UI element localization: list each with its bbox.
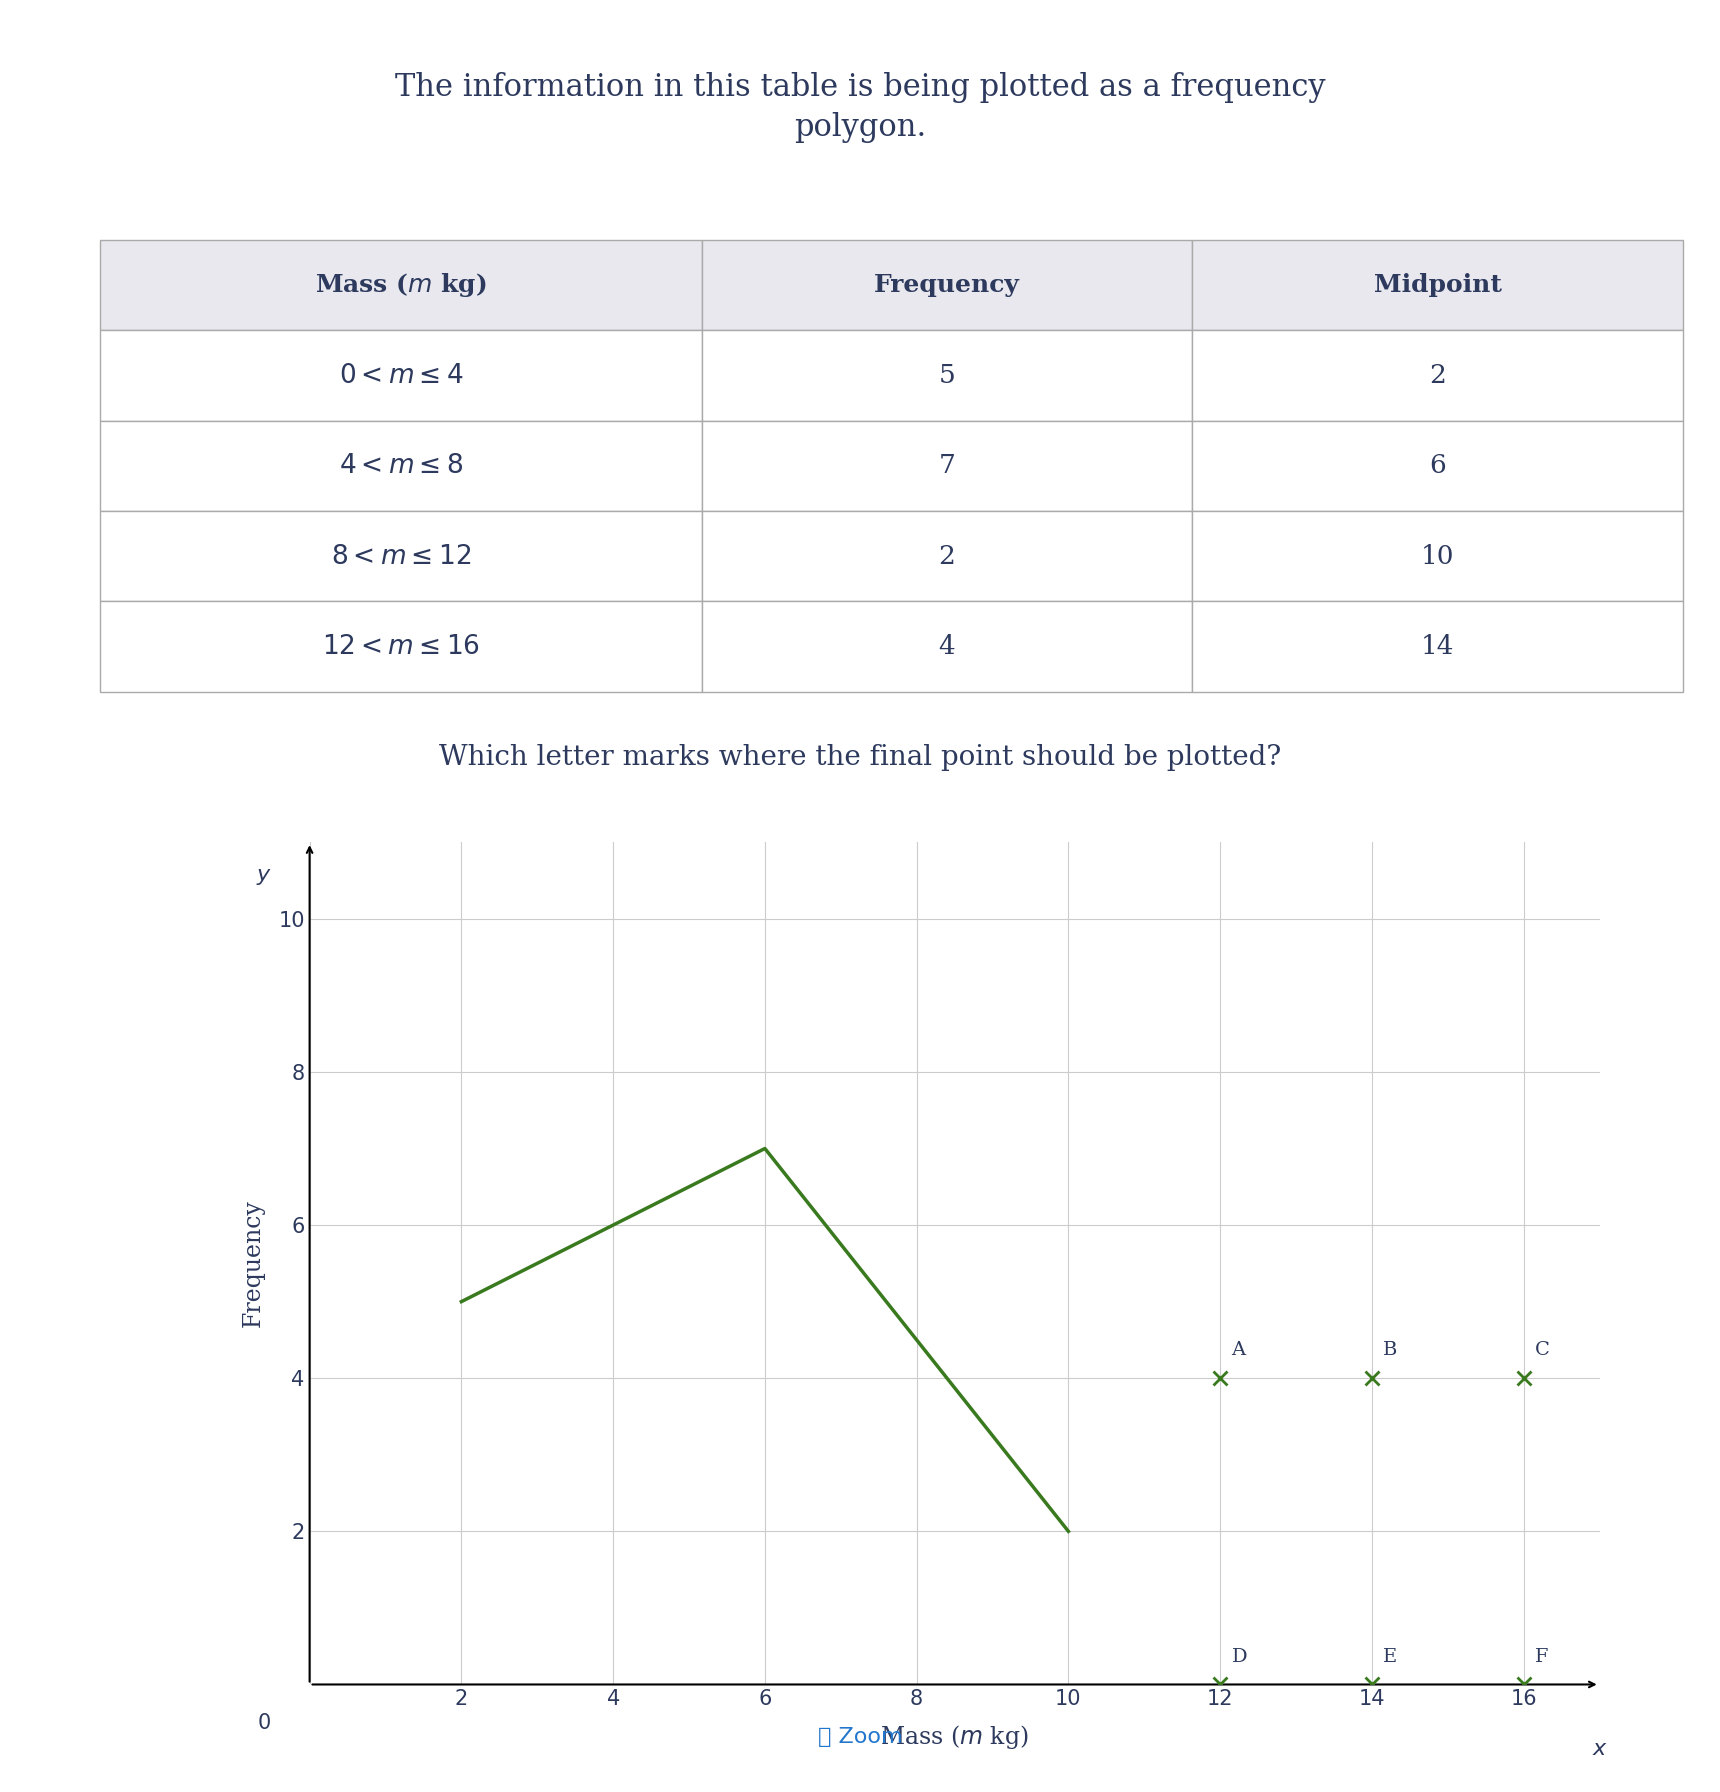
Text: Frequency: Frequency — [874, 274, 1020, 297]
Text: 2: 2 — [1429, 364, 1447, 389]
Bar — [1192, 602, 1682, 692]
Text: F: F — [1534, 1647, 1548, 1665]
Text: 5: 5 — [939, 364, 955, 389]
Bar — [702, 240, 1192, 330]
Text: 0: 0 — [258, 1713, 270, 1733]
Bar — [702, 421, 1192, 511]
Bar — [100, 240, 702, 330]
Bar — [702, 511, 1192, 602]
Text: 2: 2 — [939, 543, 956, 568]
Bar — [100, 602, 702, 692]
Text: $12 < m \leq 16$: $12 < m \leq 16$ — [322, 634, 480, 659]
Text: 7: 7 — [939, 453, 956, 478]
Text: $0 < m \leq 4$: $0 < m \leq 4$ — [339, 364, 463, 389]
Text: Which letter marks where the final point should be plotted?: Which letter marks where the final point… — [439, 744, 1281, 771]
Bar — [1192, 421, 1682, 511]
Text: B: B — [1383, 1340, 1398, 1360]
Text: Midpoint: Midpoint — [1374, 274, 1502, 297]
Text: $x$: $x$ — [1593, 1738, 1608, 1760]
Text: $4 < m \leq 8$: $4 < m \leq 8$ — [339, 453, 463, 478]
X-axis label: Mass ($m$ kg): Mass ($m$ kg) — [881, 1724, 1029, 1751]
Y-axis label: Frequency: Frequency — [241, 1199, 265, 1328]
Bar — [1192, 240, 1682, 330]
Bar — [702, 330, 1192, 421]
Text: The information in this table is being plotted as a frequency
polygon.: The information in this table is being p… — [394, 72, 1326, 143]
Bar — [100, 511, 702, 602]
Bar — [702, 602, 1192, 692]
Bar — [1192, 511, 1682, 602]
Text: 4: 4 — [939, 634, 955, 659]
Text: $8 < m \leq 12$: $8 < m \leq 12$ — [330, 543, 471, 568]
Text: 14: 14 — [1421, 634, 1455, 659]
Text: 10: 10 — [1421, 543, 1455, 568]
Text: 6: 6 — [1429, 453, 1447, 478]
Text: E: E — [1383, 1647, 1397, 1665]
Text: A: A — [1232, 1340, 1245, 1360]
Bar — [100, 421, 702, 511]
Text: D: D — [1232, 1647, 1247, 1665]
Text: 🔍 Zoom: 🔍 Zoom — [817, 1727, 903, 1747]
Bar — [100, 330, 702, 421]
Text: Mass ($m$ kg): Mass ($m$ kg) — [315, 271, 487, 299]
Bar — [1192, 330, 1682, 421]
Text: $y$: $y$ — [256, 866, 272, 887]
Text: C: C — [1534, 1340, 1550, 1360]
